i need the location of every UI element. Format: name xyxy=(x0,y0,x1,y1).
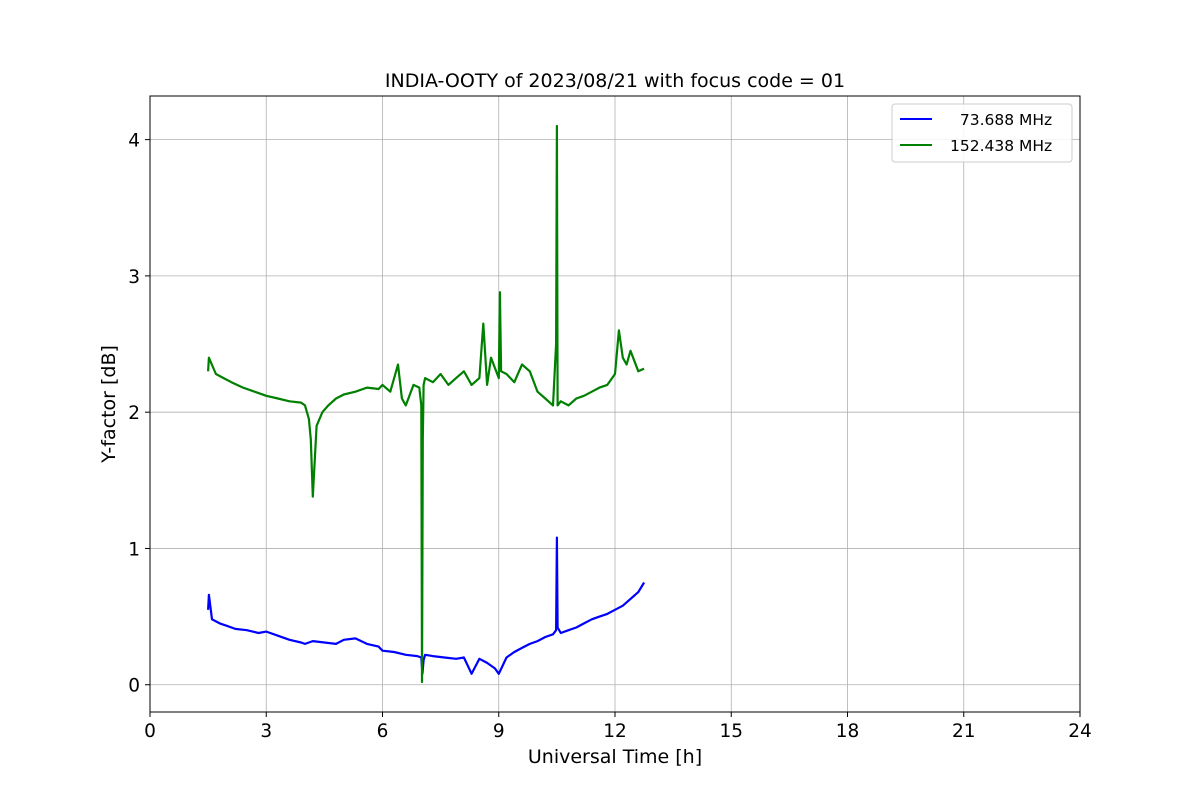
series-line-1 xyxy=(207,536,646,675)
x-tick-label: 18 xyxy=(836,721,860,742)
x-axis-label: Universal Time [h] xyxy=(528,746,702,768)
x-tick-label: 6 xyxy=(377,721,389,742)
x-tick-label: 24 xyxy=(1068,721,1092,742)
x-tick-label: 9 xyxy=(493,721,505,742)
y-tick-label: 4 xyxy=(128,131,140,152)
x-tick-label: 3 xyxy=(260,721,272,742)
series-line-2 xyxy=(207,124,645,684)
legend: 73.688 MHz 152.438 MHz xyxy=(891,103,1073,163)
x-tick-label: 12 xyxy=(603,721,627,742)
y-tick-label: 0 xyxy=(128,676,140,697)
x-tick-label: 21 xyxy=(952,721,976,742)
legend-label-2: 152.438 MHz xyxy=(950,137,1052,155)
series-layer xyxy=(207,124,646,684)
x-tick-label: 15 xyxy=(719,721,743,742)
y-tick-label: 2 xyxy=(128,403,140,424)
chart-title: INDIA-OOTY of 2023/08/21 with focus code… xyxy=(385,70,845,92)
legend-box xyxy=(891,103,1073,163)
y-axis-label: Y-factor [dB] xyxy=(98,345,120,464)
y-tick-label: 1 xyxy=(128,539,140,560)
legend-label-1: 73.688 MHz xyxy=(950,111,1052,129)
y-tick-label: 3 xyxy=(128,267,140,288)
x-tick-label: 0 xyxy=(144,721,156,742)
